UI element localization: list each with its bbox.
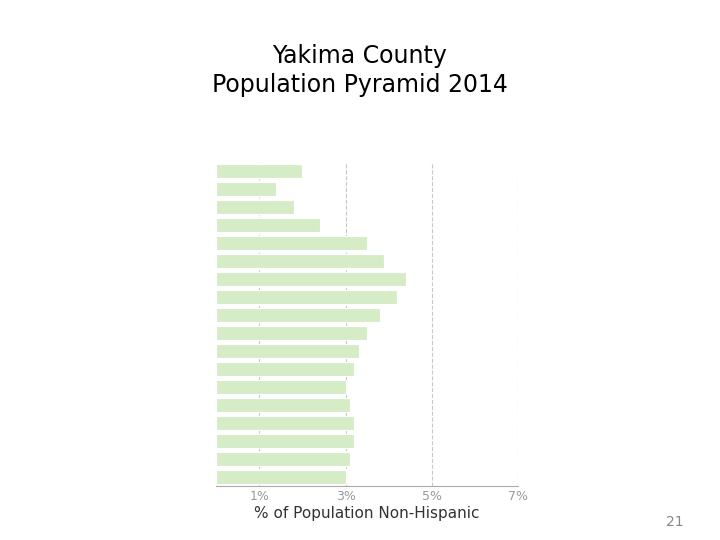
Bar [216, 362, 354, 376]
Text: 21: 21 [667, 515, 684, 529]
Bar [216, 218, 320, 232]
Bar [216, 200, 294, 214]
Bar [216, 452, 350, 466]
Bar [216, 254, 384, 268]
Bar [216, 470, 346, 484]
Bar [216, 398, 350, 412]
Bar [216, 434, 354, 448]
Text: Yakima County
Population Pyramid 2014: Yakima County Population Pyramid 2014 [212, 44, 508, 97]
Bar [216, 416, 354, 430]
Bar [216, 164, 302, 178]
Text: % of Population Non-Hispanic: % of Population Non-Hispanic [254, 506, 480, 521]
Bar [216, 326, 367, 340]
Bar [216, 272, 406, 286]
Bar [216, 182, 276, 196]
Bar [216, 380, 346, 394]
Bar [216, 344, 359, 358]
Bar [216, 290, 397, 304]
Bar [216, 308, 380, 322]
Bar [216, 236, 367, 250]
